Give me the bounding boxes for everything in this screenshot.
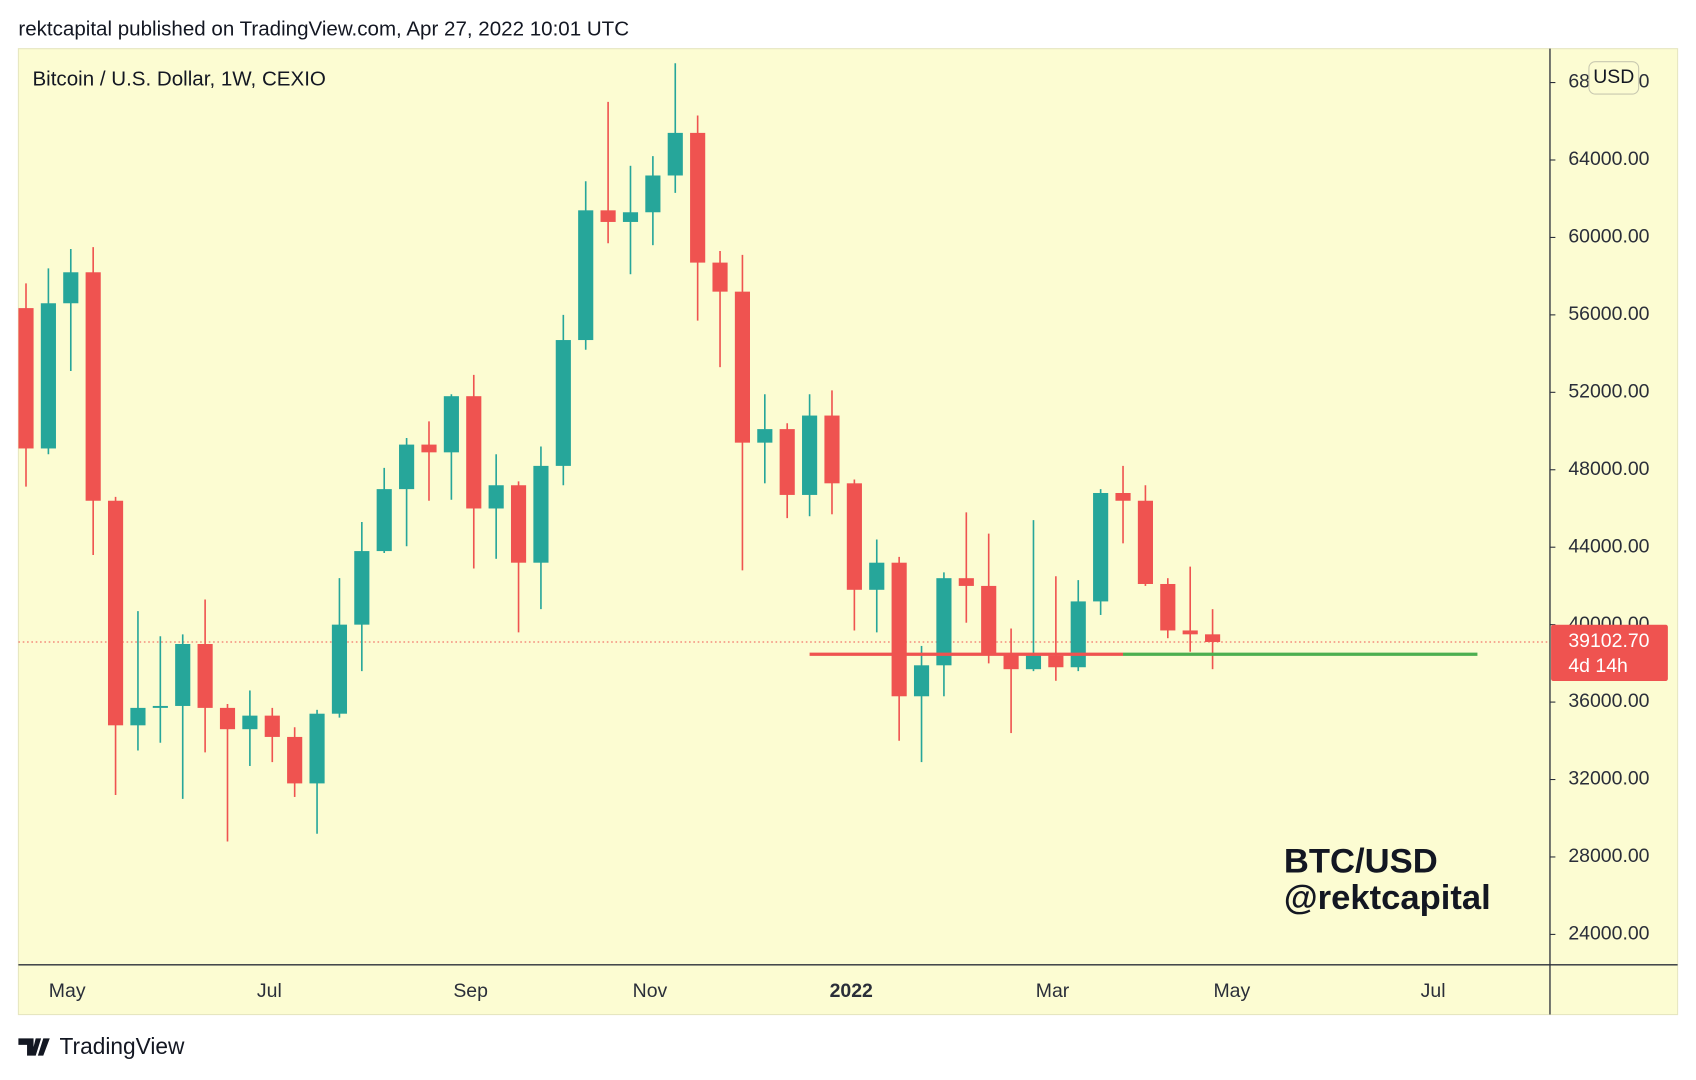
x-tick-label: Sep [453,980,488,1002]
candle-body [1025,655,1042,670]
candle-body [555,340,571,466]
candle-body [1182,630,1198,635]
annotation: BTC/USD [1284,842,1438,880]
candle-body [399,444,415,490]
candle-body [578,210,594,341]
candle-body [107,500,124,726]
candle-body [1160,583,1176,631]
candle-body [824,415,840,484]
y-tick-label: 44000.00 [1568,535,1649,557]
candle-body [466,396,482,509]
candle-body [667,132,683,176]
x-tick-label: May [1213,980,1250,1002]
y-tick-label: 52000.00 [1568,380,1649,402]
candle-body [981,585,997,654]
candle-body [331,624,348,714]
candle-body [510,485,527,563]
y-tick-label: 24000.00 [1568,923,1649,945]
header: rektcapital published on TradingView.com… [18,18,629,41]
candle-body [354,551,370,625]
candle-body [309,713,325,784]
chart-title: Bitcoin / U.S. Dollar, 1W, CEXIO [32,67,325,90]
candle-body [287,736,303,784]
y-tick-label: 56000.00 [1568,303,1649,325]
candle-body [622,212,639,222]
candle-body [376,489,392,552]
candle-body [802,415,818,495]
candle-body [488,485,504,509]
candle-body [175,644,191,706]
candle-body [1205,634,1221,643]
candle-body [936,578,952,666]
x-tick-label: 2022 [830,980,873,1002]
candle-body [197,644,213,708]
currency-label[interactable]: USD [1593,66,1634,88]
candle-body [63,272,79,304]
tradingview-logo [18,1038,50,1056]
candle-body [1003,653,1019,670]
candle-body [421,444,437,453]
candle-body [1137,500,1153,584]
candle-body [85,272,101,501]
candle-body [846,483,862,590]
candle-body [891,562,907,697]
candle-body [869,562,885,590]
price-label-box [1551,624,1668,681]
candle-body [152,705,168,708]
candle-body [18,308,34,449]
price-label: 39102.70 [1568,630,1649,652]
y-tick-label: 64000.00 [1568,148,1649,170]
candle-body [712,262,728,292]
candle-body [533,465,549,563]
y-tick-label: 28000.00 [1568,845,1649,867]
candle-body [690,132,706,263]
candle-body [757,429,773,443]
currency-button[interactable] [1588,61,1640,95]
candle-body [219,707,236,730]
candle-body [40,303,56,449]
annotation: @rektcapital [1284,879,1491,917]
y-tick-label: 32000.00 [1568,768,1649,790]
candle-body [958,578,974,586]
candle-body [1070,601,1086,668]
candle-body [779,429,795,495]
candle-body [1048,655,1064,668]
x-tick-label: Nov [633,980,668,1002]
candle-body [734,291,751,443]
candle-body [242,715,258,730]
candle-body [264,715,280,737]
candle-body [1093,492,1109,602]
y-tick-label: 48000.00 [1568,458,1649,480]
candle-body [645,175,661,213]
x-tick-label: Mar [1036,980,1070,1002]
candle-body [443,396,459,453]
x-tick-label: May [49,980,86,1002]
x-tick-label: Jul [1421,980,1446,1002]
countdown-label: 4d 14h [1568,655,1628,677]
candle-body [913,665,930,697]
x-tick-label: Jul [257,980,282,1002]
candle-body [1115,492,1131,501]
footer: TradingView [59,1033,185,1059]
candle-body [600,210,616,222]
y-tick-label: 36000.00 [1568,690,1649,712]
candle-body [130,707,146,726]
y-tick-label: 60000.00 [1568,226,1649,248]
